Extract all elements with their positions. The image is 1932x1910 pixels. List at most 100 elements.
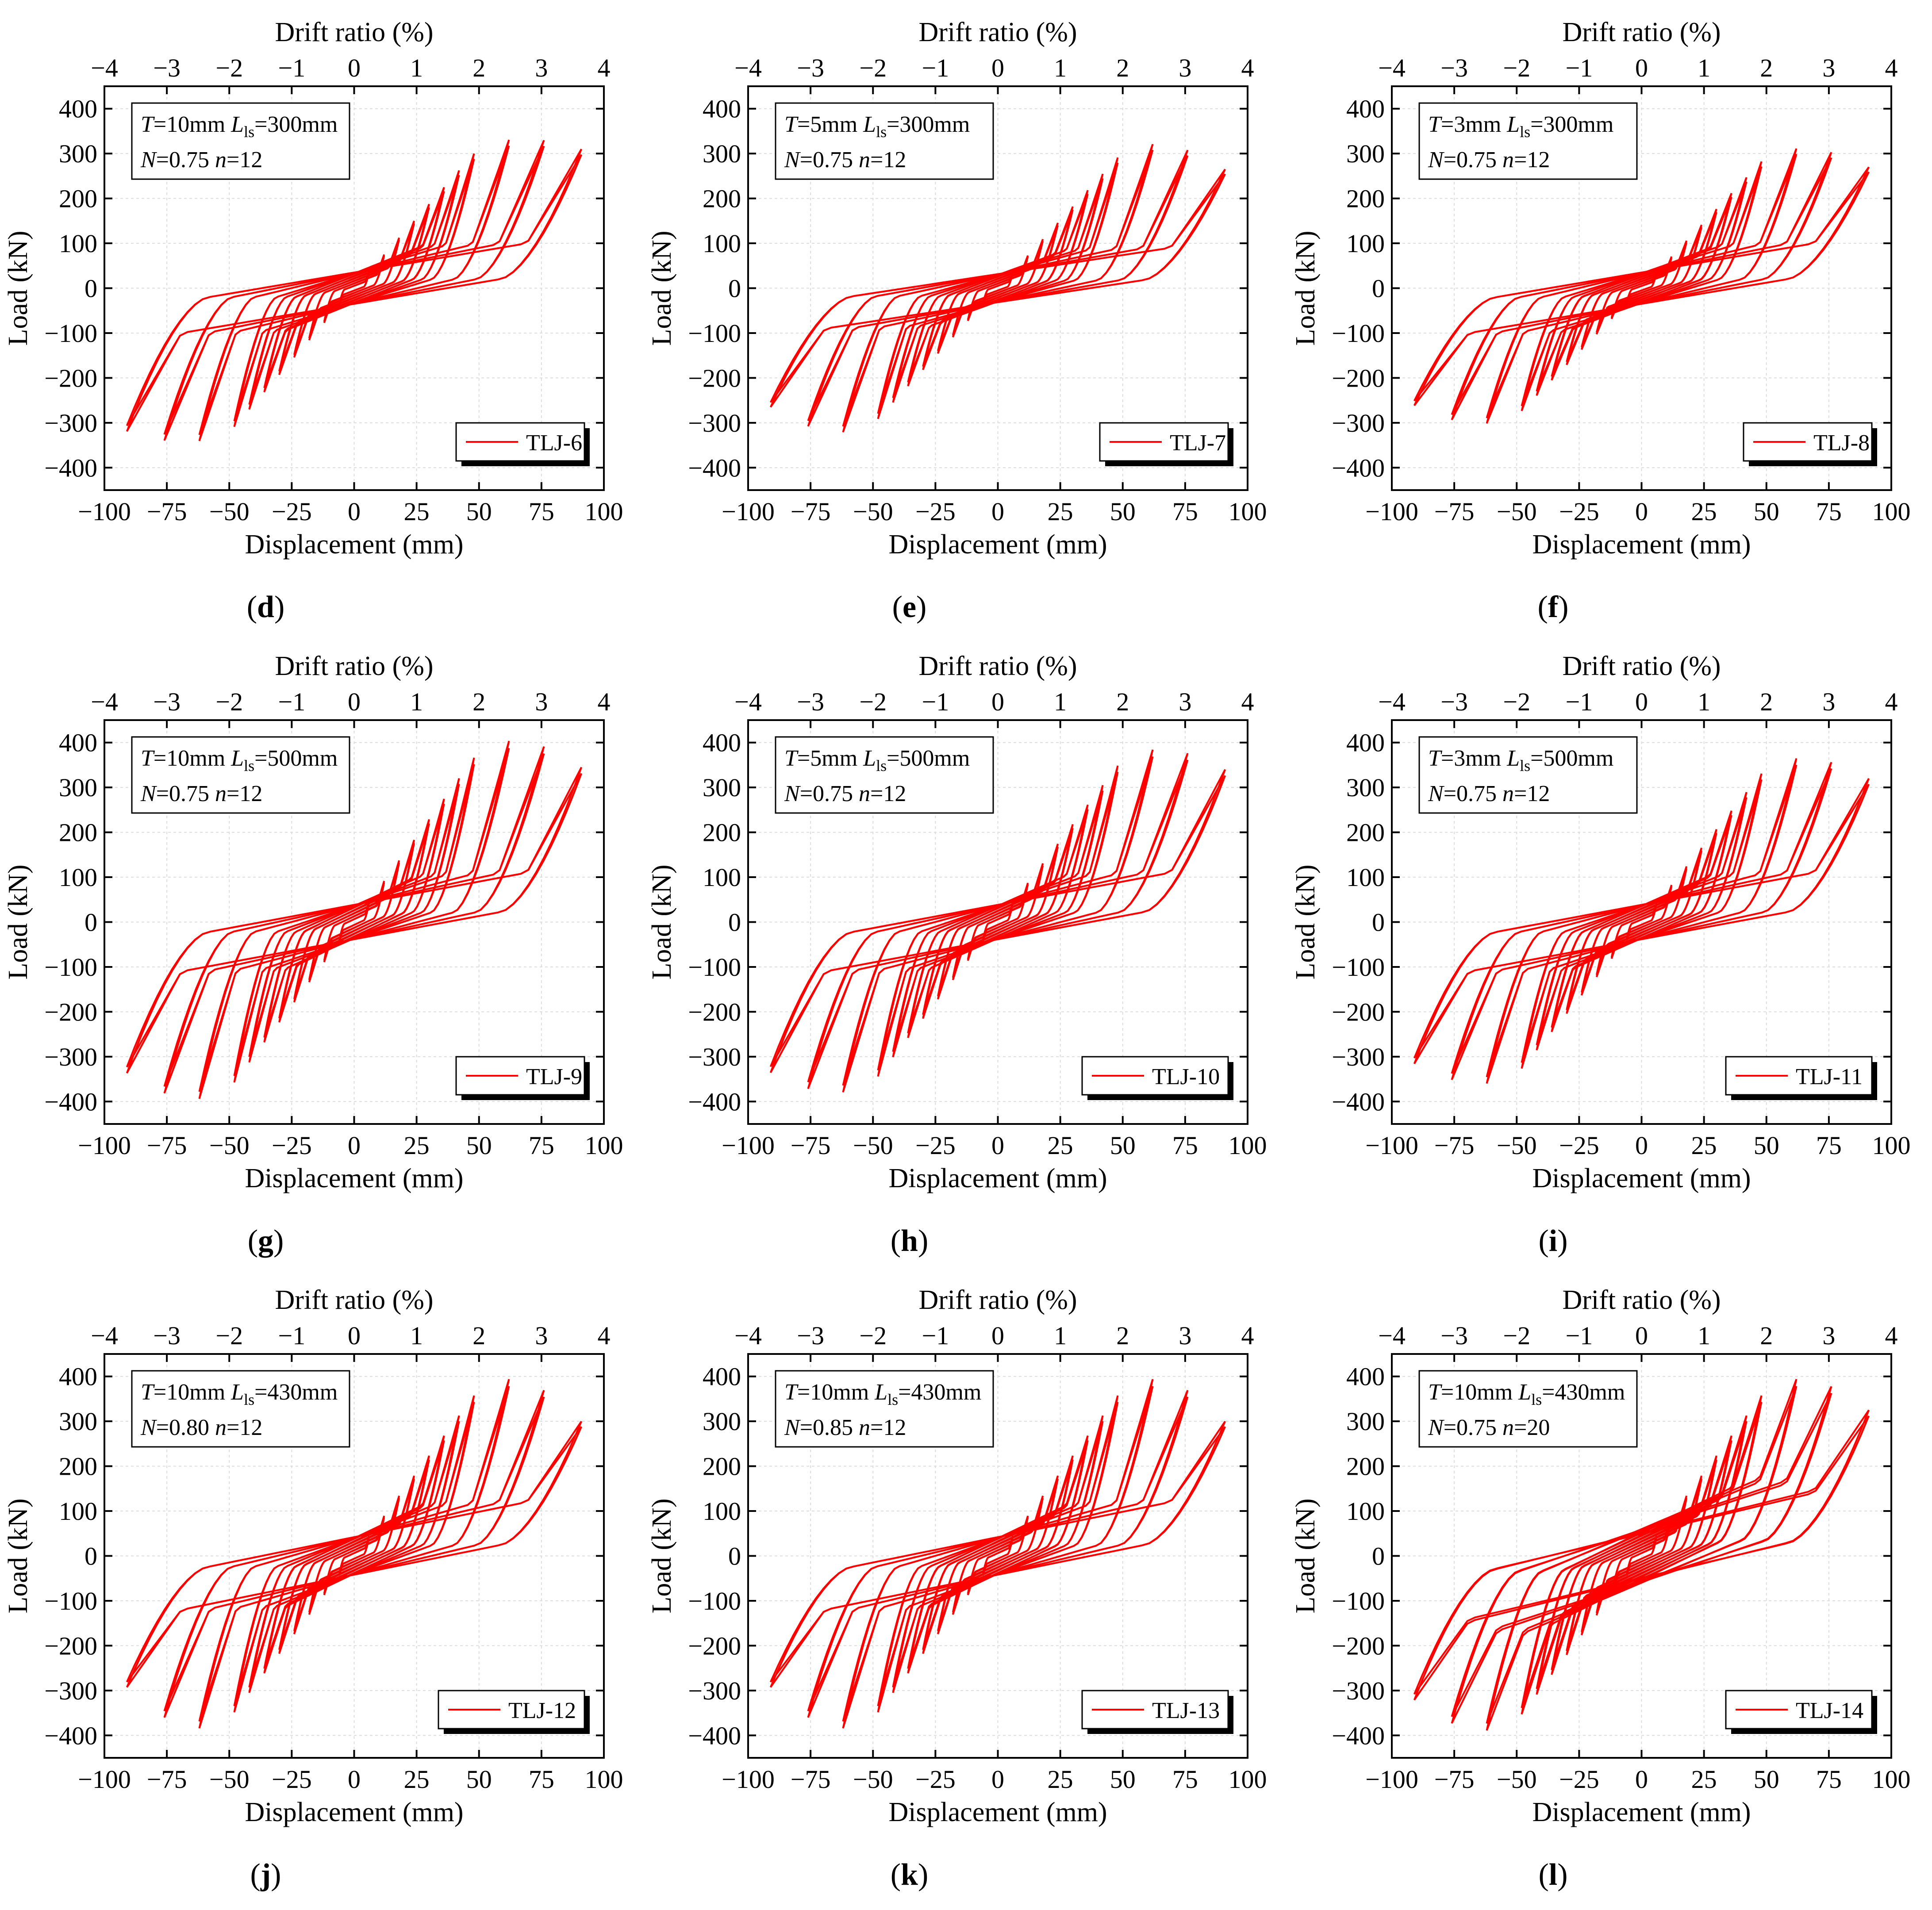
x2-tick-label: 1 (410, 1321, 423, 1350)
y-axis-title: Load (kN) (647, 865, 677, 980)
x-tick-label: 50 (1754, 1765, 1779, 1794)
x-tick-label: −25 (1559, 497, 1599, 526)
y-tick-label: 400 (59, 95, 97, 123)
x-tick-label: 50 (1110, 497, 1136, 526)
x2-tick-label: 3 (1822, 687, 1835, 716)
panel-letter: e (903, 590, 916, 624)
annot-val-N: =0.85 (800, 1415, 859, 1440)
x-tick-label: −100 (78, 1765, 131, 1794)
x2-tick-label: −4 (1378, 1321, 1406, 1350)
hysteresis-curves (126, 740, 583, 1099)
hysteresis-loop (1581, 850, 1702, 993)
hysteresis-loop (263, 798, 445, 1043)
x2-tick-label: 4 (598, 54, 611, 82)
x2-tick-label: −4 (91, 1321, 118, 1350)
annotation-line-1: T=10mm Lls=430mm (784, 1380, 981, 1408)
hysteresis-loop (907, 809, 1089, 1034)
x-tick-label: −75 (147, 497, 187, 526)
y-tick-label: 300 (59, 1407, 97, 1436)
hysteresis-loop (198, 1386, 510, 1722)
y-axis-title: Load (kN) (647, 231, 677, 346)
x2-tick-label: 3 (1179, 54, 1191, 82)
x2-tick-label: 0 (991, 1321, 1004, 1350)
x-tick-label: 50 (466, 1765, 492, 1794)
annot-var-n: n (1502, 781, 1514, 806)
hysteresis-loop (1595, 868, 1688, 975)
x-tick-label: 50 (1110, 1765, 1136, 1794)
y-tick-label: −100 (1332, 1587, 1385, 1615)
annot-var-N: N (1428, 147, 1445, 173)
hysteresis-loop (233, 764, 475, 1077)
x2-tick-label: −2 (215, 54, 243, 82)
y-tick-label: 300 (703, 139, 741, 168)
paren-open: ( (250, 1858, 261, 1892)
y-tick-label: 300 (1346, 773, 1385, 802)
annot-val-T: =10mm (154, 1380, 231, 1405)
panel-e: −100 −75 −50 −25 0 25 50 75 100 −4 −3 −2 −1 0 1 2 3 4 −400… (647, 17, 1267, 624)
y-tick-label: 200 (703, 818, 741, 847)
panel-letter: f (1548, 590, 1559, 624)
x2-axis-title: Drift ratio (%) (275, 651, 433, 681)
hysteresis-loop (308, 1498, 400, 1613)
annot-val-n: =12 (1514, 147, 1550, 173)
y-tick-label: 0 (728, 1542, 741, 1571)
annot-var-N: N (1428, 1415, 1445, 1440)
y-tick-label: 400 (703, 95, 741, 123)
hysteresis-loop (323, 882, 385, 961)
x-tick-label: −50 (209, 1765, 250, 1794)
y-tick-label: −100 (688, 953, 741, 982)
annot-var-T: T (1428, 1380, 1442, 1405)
y-tick-label: −300 (44, 1676, 97, 1705)
annot-sub-ls: ls (1520, 757, 1530, 775)
panel-letter: l (1549, 1858, 1557, 1892)
annot-val-n: =12 (227, 1415, 262, 1440)
x2-tick-label: −1 (1566, 687, 1593, 716)
annot-sub-ls: ls (244, 123, 254, 141)
annotation-line-2: N=0.75 n=20 (1428, 1415, 1550, 1440)
y-tick-label: 100 (59, 1497, 97, 1526)
hysteresis-loop (1451, 1392, 1832, 1717)
hysteresis-loop (892, 790, 1104, 1052)
x2-tick-label: 0 (991, 54, 1004, 82)
hysteresis-loop (163, 146, 545, 435)
y-axis-title: Load (kN) (3, 231, 33, 346)
y-tick-label: −200 (1332, 364, 1385, 392)
annotation-line-2: N=0.75 n=12 (784, 147, 906, 173)
annot-var-n: n (859, 781, 870, 806)
annot-var-L: L (230, 1380, 244, 1405)
y-tick-label: −200 (1332, 997, 1385, 1026)
hysteresis-loop (907, 1440, 1089, 1669)
annot-var-n: n (859, 147, 870, 173)
annot-var-L: L (1506, 112, 1520, 137)
annot-sub-ls: ls (876, 123, 887, 141)
y-tick-label: 400 (1346, 1362, 1385, 1391)
y-tick-label: 300 (59, 773, 97, 802)
x2-tick-label: −2 (1503, 54, 1530, 82)
hysteresis-loop (1581, 227, 1702, 348)
x2-axis-title: Drift ratio (%) (275, 1285, 433, 1315)
x-tick-label: −75 (791, 1131, 831, 1160)
annot-val-N: =0.75 (156, 147, 215, 173)
hysteresis-curves (769, 749, 1226, 1093)
hysteresis-curves (769, 144, 1226, 433)
x2-tick-label: 0 (1635, 1321, 1648, 1350)
hysteresis-loop (163, 753, 545, 1087)
hysteresis-loop (952, 241, 1044, 336)
x2-tick-label: 2 (1116, 687, 1129, 716)
x-tick-label: −25 (272, 1131, 312, 1160)
x2-tick-label: 2 (1116, 54, 1129, 82)
y-tick-label: 200 (1346, 1452, 1385, 1481)
x2-tick-label: −3 (153, 687, 181, 716)
x-tick-label: −100 (1365, 497, 1418, 526)
hysteresis-loop (126, 154, 583, 426)
y-tick-label: 100 (703, 229, 741, 258)
annot-var-T: T (784, 1380, 799, 1405)
x-tick-label: −25 (1559, 1131, 1599, 1160)
panel-label: (g) (248, 1224, 284, 1258)
annot-val-N: =0.75 (156, 781, 215, 806)
paren-open: ( (1538, 1224, 1548, 1258)
annotation-line-1: T=3mm Lls=500mm (1428, 746, 1613, 775)
x-tick-label: −50 (853, 1765, 893, 1794)
x-tick-label: −50 (1497, 1131, 1537, 1160)
panel-letter: d (257, 590, 274, 624)
